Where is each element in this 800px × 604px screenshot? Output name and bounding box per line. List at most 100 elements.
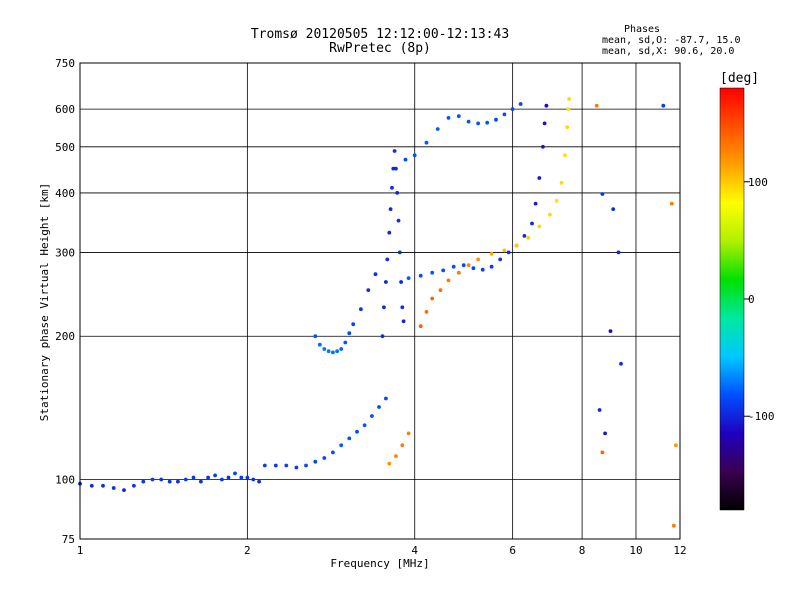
data-point: [544, 103, 549, 108]
data-point: [502, 112, 507, 117]
y-axis: 75 100 200 300 400 500 600 750: [55, 57, 75, 546]
data-point: [370, 414, 374, 418]
x-tick-label: 4: [411, 544, 418, 557]
data-point: [101, 483, 105, 488]
data-point: [480, 267, 485, 272]
data-point: [380, 334, 385, 339]
series-2: [313, 272, 378, 355]
data-point: [406, 431, 411, 436]
data-point: [435, 127, 440, 131]
data-point: [382, 305, 386, 310]
data-point: [347, 331, 352, 336]
data-point: [159, 477, 164, 482]
data-point: [537, 224, 542, 229]
y-tick-label: 500: [55, 141, 75, 154]
data-point: [466, 119, 471, 124]
data-point: [489, 251, 494, 256]
colorbar-label: [deg]: [720, 71, 759, 86]
x-tick-label: 12: [673, 544, 686, 557]
data-point: [565, 125, 570, 129]
data-point: [284, 463, 289, 468]
data-point: [403, 157, 408, 162]
series-0: [78, 471, 261, 492]
data-point: [401, 319, 406, 324]
data-point: [390, 185, 394, 190]
data-point: [446, 116, 451, 120]
data-point: [661, 103, 666, 108]
data-point: [494, 117, 498, 122]
data-point: [388, 207, 393, 212]
data-point: [213, 473, 218, 478]
data-point: [526, 235, 531, 240]
data-point: [377, 405, 381, 409]
data-point: [471, 266, 476, 271]
data-point: [502, 248, 507, 253]
series-8: [594, 103, 678, 528]
data-point: [335, 349, 339, 354]
data-point: [674, 443, 678, 448]
data-point: [322, 456, 327, 460]
data-point: [331, 350, 335, 355]
data-point: [619, 361, 623, 366]
data-point: [132, 483, 136, 488]
data-point: [351, 322, 356, 327]
data-point: [441, 268, 446, 273]
data-point: [362, 423, 367, 428]
data-point: [394, 454, 398, 458]
x-axis: 1 2 4 6 8 10 12: [77, 544, 687, 557]
x-tick-label: 2: [244, 544, 251, 557]
data-point: [262, 463, 267, 468]
data-point: [424, 140, 429, 145]
chart-subtitle: RwPretec (8p): [329, 41, 431, 56]
grid: [80, 63, 680, 539]
data-point: [347, 436, 352, 441]
data-point: [373, 272, 378, 277]
data-point: [326, 349, 331, 354]
data-point: [313, 334, 318, 339]
data-point: [339, 443, 344, 448]
data-point: [233, 471, 237, 476]
data-point: [206, 475, 211, 480]
data-point: [542, 121, 547, 126]
data-point: [563, 153, 567, 158]
series-4: [403, 102, 523, 162]
data-point: [257, 479, 261, 484]
data-point: [392, 149, 397, 153]
colorbar-ticks: 100 0 -100: [744, 176, 775, 423]
x-tick-label: 6: [509, 544, 516, 557]
data-point: [343, 340, 348, 345]
data-points: [78, 97, 678, 528]
phases-line-o: mean, sd,O: -87.7, 15.0: [602, 35, 740, 46]
data-point: [167, 479, 172, 484]
data-point: [466, 263, 471, 268]
data-point: [313, 459, 318, 464]
data-point: [438, 288, 443, 292]
phases-line-x: mean, sd,X: 90.6, 20.0: [602, 46, 734, 57]
data-point: [611, 207, 616, 212]
data-point: [406, 276, 411, 280]
data-point: [355, 429, 359, 434]
data-point: [603, 431, 607, 436]
data-point: [567, 97, 571, 101]
phases-header: Phases: [624, 24, 660, 35]
data-point: [400, 305, 405, 310]
data-point: [518, 102, 523, 106]
data-point: [239, 475, 244, 480]
data-point: [366, 288, 371, 292]
data-point: [385, 257, 390, 262]
data-point: [220, 477, 224, 482]
data-point: [600, 450, 605, 455]
data-point: [304, 463, 308, 468]
data-point: [396, 218, 401, 223]
x-tick-label: 1: [77, 544, 84, 557]
data-point: [533, 201, 538, 206]
data-point: [548, 212, 552, 217]
data-point: [446, 278, 451, 283]
data-point: [294, 465, 299, 470]
x-tick-label: 10: [629, 544, 642, 557]
series-6: [418, 97, 571, 329]
data-point: [461, 263, 466, 268]
y-tick-label: 600: [55, 103, 75, 116]
data-point: [424, 310, 429, 314]
